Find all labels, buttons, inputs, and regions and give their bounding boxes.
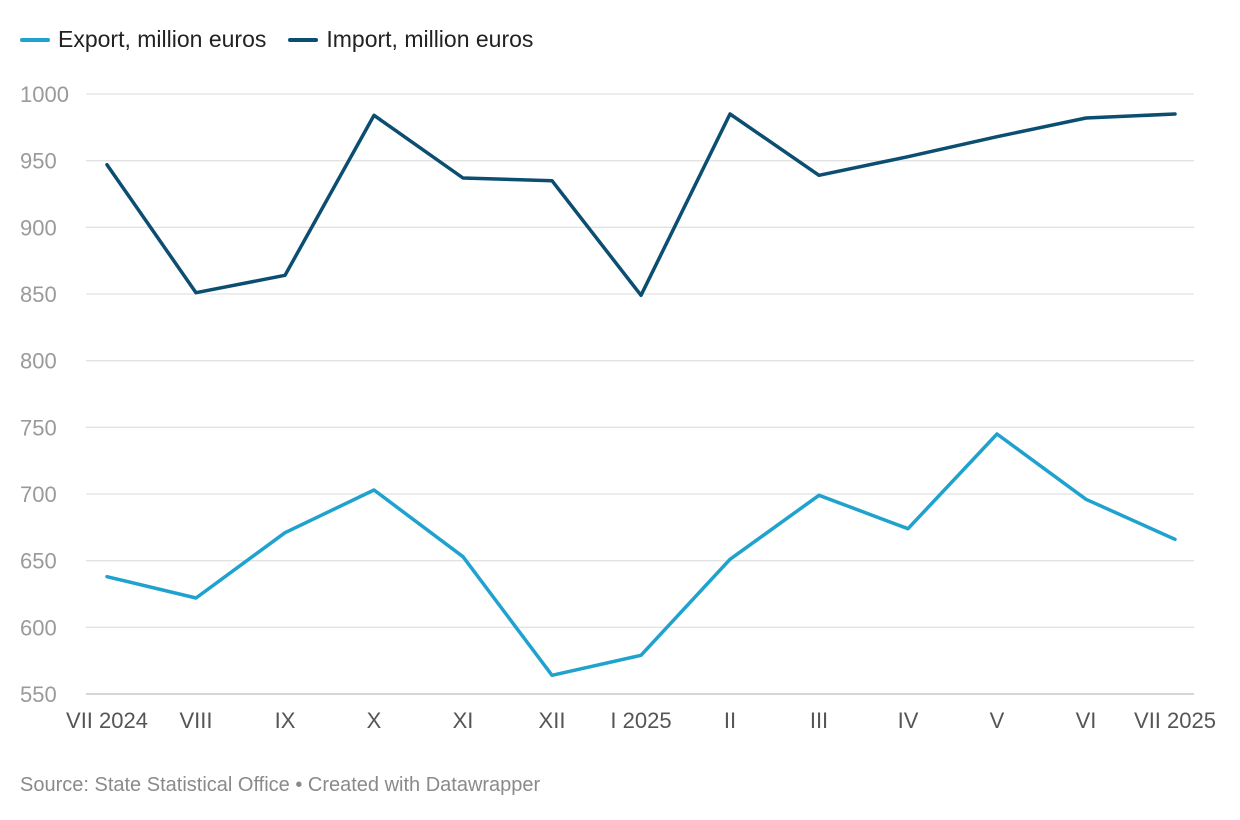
x-tick-label: X bbox=[367, 708, 382, 733]
x-tick-label: VI bbox=[1076, 708, 1097, 733]
x-tick-label: II bbox=[724, 708, 736, 733]
series-line-import bbox=[105, 112, 1177, 298]
chart-legend: Export, million euros Import, million eu… bbox=[20, 26, 555, 53]
x-tick-label: VII 2024 bbox=[66, 708, 148, 733]
x-tick-label: VIII bbox=[179, 708, 212, 733]
legend-swatch-export bbox=[20, 37, 50, 42]
y-tick-label: 850 bbox=[20, 282, 57, 307]
y-tick-label: 600 bbox=[20, 615, 57, 640]
y-tick-label: 800 bbox=[20, 349, 57, 374]
legend-label-export: Export, million euros bbox=[58, 26, 267, 52]
legend-label-import: Import, million euros bbox=[326, 26, 534, 52]
legend-item-import: Import, million euros bbox=[288, 26, 533, 53]
legend-item-export: Export, million euros bbox=[20, 26, 266, 53]
x-tick-label: IV bbox=[898, 708, 919, 733]
x-tick-label: XI bbox=[453, 708, 474, 733]
y-tick-label: 950 bbox=[20, 149, 57, 174]
legend-swatch-import bbox=[288, 37, 319, 42]
y-tick-label: 650 bbox=[20, 549, 57, 574]
line-chart: 550 600 650 700 750 800 850 900 950 1000 VII 2024… bbox=[20, 82, 1216, 733]
y-axis-ticks: 550 600 650 700 750 800 850 900 950 1000 bbox=[20, 82, 69, 707]
y-tick-label: 750 bbox=[20, 415, 57, 440]
grid-lines bbox=[86, 93, 1194, 695]
x-tick-label: VII 2025 bbox=[1134, 708, 1216, 733]
series-lines bbox=[105, 112, 1177, 678]
y-tick-label: 550 bbox=[20, 682, 57, 707]
source-footer: Source: State Statistical Office • Creat… bbox=[20, 774, 541, 796]
x-tick-label: V bbox=[990, 708, 1005, 733]
x-tick-label: III bbox=[810, 708, 828, 733]
y-tick-label: 1000 bbox=[20, 82, 69, 107]
series-line-export bbox=[105, 432, 1177, 678]
x-tick-label: I 2025 bbox=[610, 708, 671, 733]
y-tick-label: 900 bbox=[20, 215, 57, 240]
y-tick-label: 700 bbox=[20, 482, 57, 507]
x-axis-ticks: VII 2024 VIII IX X XI XII I 2025 II III IV V VI VII … bbox=[66, 708, 1216, 733]
x-tick-label: XII bbox=[539, 708, 566, 733]
x-tick-label: IX bbox=[275, 708, 296, 733]
